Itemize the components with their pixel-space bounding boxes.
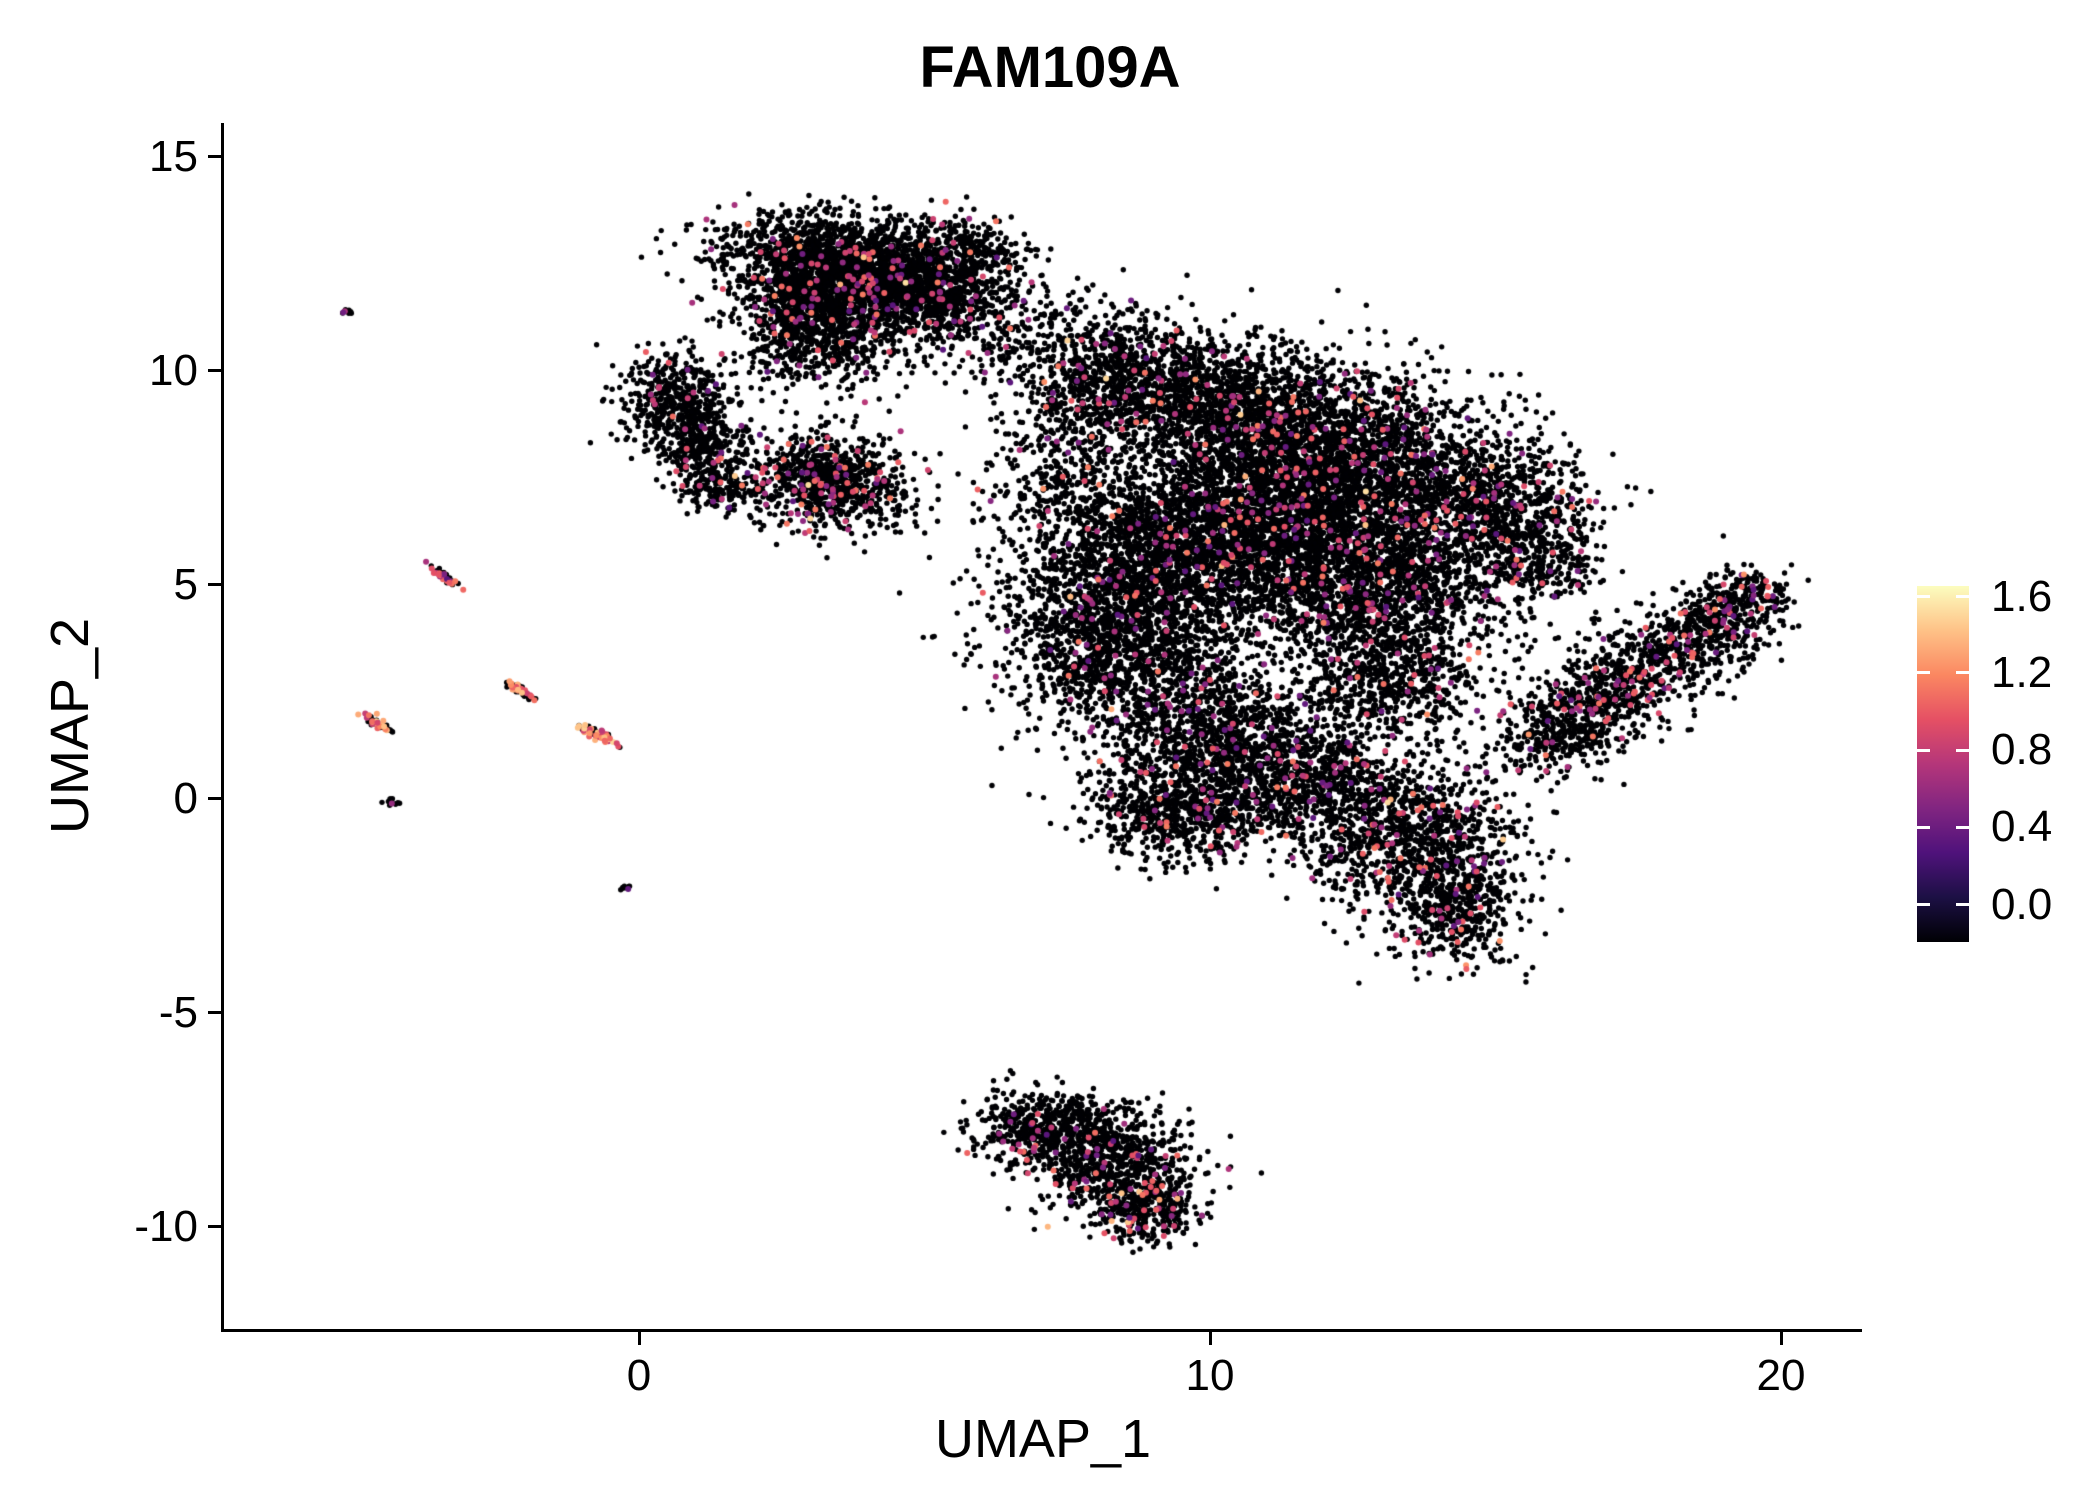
y-tick-mark (208, 583, 221, 587)
y-tick-label: 10 (149, 345, 198, 395)
umap-scatter-canvas (224, 123, 1862, 1329)
colorbar-tick-mark (1956, 748, 1969, 752)
plot-title: FAM109A (919, 35, 1181, 100)
colorbar-tick-label: 0.8 (1991, 725, 2053, 775)
y-tick-label: -5 (158, 987, 198, 1037)
plot-panel (224, 123, 1862, 1329)
x-axis-label: UMAP_1 (934, 1409, 1152, 1469)
y-tick-label: 15 (149, 131, 198, 181)
x-tick-label: 10 (1185, 1351, 1235, 1400)
colorbar-tick-mark (1956, 595, 1969, 599)
y-tick-mark (208, 369, 221, 373)
y-tick-mark (208, 1011, 221, 1015)
x-tick-label: 0 (626, 1351, 652, 1400)
y-tick-label: 0 (173, 773, 198, 823)
colorbar-tick-label: 1.6 (1991, 571, 2053, 621)
y-axis-line (221, 123, 224, 1332)
colorbar-tick-label: 0.4 (1991, 802, 2053, 851)
y-tick-mark (208, 1225, 221, 1229)
colorbar-tick-mark (1917, 748, 1930, 752)
colorbar-tick-mark (1956, 903, 1969, 907)
x-tick-mark (1779, 1332, 1783, 1345)
colorbar-tick-mark (1956, 671, 1969, 675)
x-tick-label: 20 (1756, 1351, 1806, 1400)
x-axis-line (221, 1329, 1862, 1332)
y-tick-mark (208, 155, 221, 159)
x-tick-mark (637, 1332, 641, 1345)
y-tick-label: 5 (173, 559, 198, 609)
y-tick-mark (208, 797, 221, 801)
colorbar-tick-mark (1917, 671, 1930, 675)
colorbar-tick-label: 1.2 (1991, 647, 2053, 697)
colorbar-tick-label: 0.0 (1991, 879, 2053, 929)
colorbar-tick-mark (1917, 903, 1930, 907)
colorbar-gradient (1917, 586, 1969, 942)
y-tick-label: -10 (134, 1201, 198, 1251)
colorbar-tick-mark (1917, 825, 1930, 829)
colorbar-tick-mark (1956, 825, 1969, 829)
colorbar-tick-mark (1917, 595, 1930, 599)
x-tick-mark (1208, 1332, 1212, 1345)
